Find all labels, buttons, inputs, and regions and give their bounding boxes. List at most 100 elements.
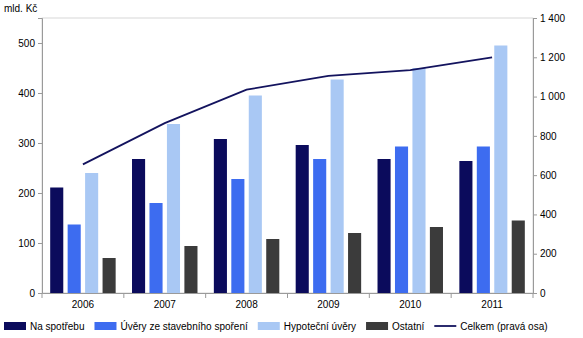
bar	[50, 188, 63, 294]
y2-tick-mark	[533, 293, 537, 294]
y-tick-mark	[38, 43, 42, 44]
legend-swatch	[94, 322, 116, 330]
y2-tick-label: 1 000	[540, 91, 565, 102]
y2-tick-mark	[533, 136, 537, 137]
bar	[103, 258, 116, 293]
bar	[331, 80, 344, 294]
bar	[85, 173, 98, 293]
legend-swatch	[434, 325, 456, 327]
y-tick: 0	[29, 288, 42, 299]
y2-tick-label: 0	[540, 288, 546, 299]
line	[83, 57, 492, 164]
category-separator	[42, 293, 43, 298]
category-separator	[287, 293, 288, 298]
y-tick-label: 400	[18, 88, 35, 99]
category-separator	[205, 293, 206, 298]
bar	[477, 147, 490, 294]
legend-swatch	[4, 322, 26, 330]
y2-tick: 400	[533, 209, 557, 220]
x-tick: 2007	[154, 293, 177, 310]
bar	[378, 159, 391, 293]
y-axis-title: mld. Kč	[4, 3, 37, 14]
bar-series	[85, 46, 507, 294]
y-tick-mark	[38, 143, 42, 144]
legend-item: Na spotřebu	[4, 321, 84, 332]
x-tick: 2008	[235, 293, 258, 310]
category-separator	[451, 293, 452, 298]
bar	[348, 233, 361, 293]
y2-tick-label: 1 200	[540, 52, 565, 63]
bar	[214, 139, 227, 293]
x-tick-label: 2010	[399, 299, 422, 310]
y-tick-mark	[38, 243, 42, 244]
bar	[395, 147, 408, 294]
category-separator	[123, 293, 124, 298]
bar-series	[68, 147, 490, 294]
bar	[412, 68, 425, 293]
y2-axis: 0 200 400 600 800 1 000 1 200 1 400	[533, 13, 565, 299]
y2-tick: 200	[533, 248, 557, 259]
bar	[249, 96, 262, 294]
bar	[68, 225, 81, 294]
x-tick-label: 2007	[154, 299, 177, 310]
bar	[231, 179, 244, 293]
bar	[313, 159, 326, 293]
y2-tick-mark	[533, 254, 537, 255]
y-tick: 500	[18, 38, 42, 49]
y-tick-label: 100	[18, 238, 35, 249]
y-axis-line	[38, 19, 43, 294]
x-tick: 2010	[399, 293, 422, 310]
legend-label: Hypoteční úvěry	[284, 321, 356, 332]
y-tick-mark	[38, 193, 42, 194]
legend-item: Hypoteční úvěry	[258, 321, 356, 332]
bar	[430, 227, 443, 293]
legend-label: Na spotřebu	[30, 321, 84, 332]
y-tick-mark	[38, 93, 42, 94]
y2-tick-mark	[533, 18, 537, 19]
y-tick: 300	[18, 138, 42, 149]
y2-axis-line	[534, 19, 538, 294]
y2-tick-mark	[533, 57, 537, 58]
x-axis: 2006 2007 2008 2009 2010 2011	[43, 293, 534, 310]
legend-item: Celkem (pravá osa)	[434, 321, 547, 332]
y-tick-label: 300	[18, 138, 35, 149]
legend-swatch	[258, 322, 280, 330]
y2-tick: 600	[533, 170, 557, 181]
y-tick-label: 500	[18, 38, 35, 49]
y2-tick-mark	[533, 175, 537, 176]
legend: Na spotřebu Úvěry ze stavebního spoření Hy…	[4, 320, 548, 332]
y2-tick-label: 400	[540, 209, 557, 220]
y2-tick-label: 800	[540, 131, 557, 142]
y2-tick: 1 200	[533, 52, 565, 63]
y2-tick-label: 600	[540, 170, 557, 181]
bar	[266, 239, 279, 293]
y2-tick-label: 1 400	[540, 13, 565, 24]
x-tick-label: 2006	[72, 299, 95, 310]
bar	[494, 46, 507, 294]
y-axis: 0 100 200 300 400 500	[18, 19, 42, 299]
y2-tick: 1 400	[533, 13, 565, 24]
legend-item: Ostatní	[366, 321, 424, 332]
y-tick-label: 0	[29, 288, 35, 299]
bar	[149, 203, 162, 293]
x-tick: 2006	[72, 293, 95, 310]
marks	[50, 46, 525, 294]
bar	[132, 159, 145, 293]
x-tick-label: 2011	[481, 299, 503, 310]
bar	[167, 124, 180, 293]
y2-tick: 800	[533, 131, 557, 142]
plot: 0 100 200 300 400 500 0 200 400 600 800 1 000 1 200 1…	[18, 13, 565, 310]
bar-series	[103, 221, 525, 294]
x-tick: 2009	[317, 293, 340, 310]
y2-tick-label: 200	[540, 248, 557, 259]
plot-frame	[42, 18, 533, 293]
chart: 0 100 200 300 400 500 0 200 400 600 800 1 000 1 200 1…	[0, 0, 583, 338]
y-tick: 200	[18, 188, 42, 199]
y2-tick: 0	[533, 288, 546, 299]
y-tick: 100	[18, 238, 42, 249]
y2-tick-mark	[533, 214, 537, 215]
legend-item: Úvěry ze stavebního spoření	[94, 320, 248, 332]
y-tick-label: 200	[18, 188, 35, 199]
bar	[459, 161, 472, 293]
y2-tick-mark	[533, 97, 537, 98]
